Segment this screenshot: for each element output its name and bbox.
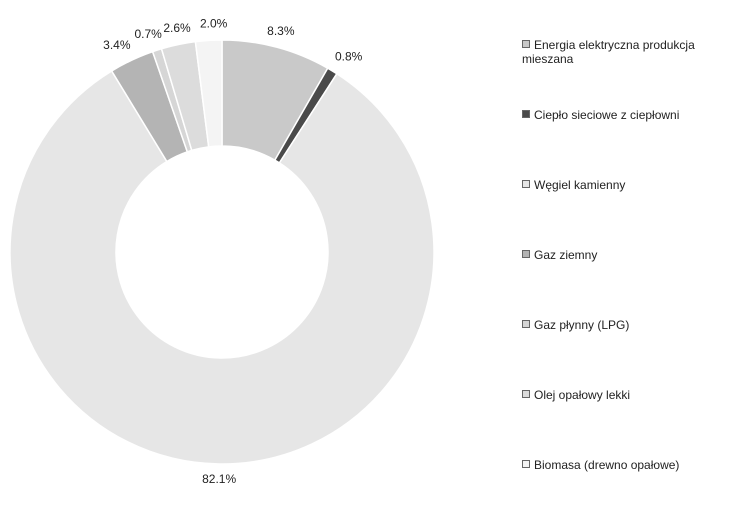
donut-slice xyxy=(9,69,435,465)
legend-label: Olej opałowy lekki xyxy=(534,388,631,402)
legend-swatch xyxy=(522,320,530,328)
legend-swatch xyxy=(522,110,530,118)
data-label: 0.7% xyxy=(134,27,162,41)
legend-swatch xyxy=(522,460,530,468)
legend-swatch xyxy=(522,40,530,48)
donut-slice xyxy=(194,39,223,148)
legend-label: Węgiel kamienny xyxy=(534,178,626,192)
legend-swatch xyxy=(522,250,530,258)
data-label: 0.8% xyxy=(335,49,363,63)
legend-item: Gaz płynny (LPG) xyxy=(522,318,737,332)
legend-item: Biomasa (drewno opałowe) xyxy=(522,458,737,472)
legend-item: Węgiel kamienny xyxy=(522,178,737,192)
data-label: 82.1% xyxy=(202,472,236,486)
legend-item: Energia elektryczna produkcja mieszana xyxy=(522,38,737,66)
legend-swatch xyxy=(522,390,530,398)
legend-label: Energia elektryczna produkcja mieszana xyxy=(522,38,695,66)
legend-swatch xyxy=(522,180,530,188)
legend-item: Olej opałowy lekki xyxy=(522,388,737,402)
data-label: 2.6% xyxy=(163,21,191,35)
legend-label: Ciepło sieciowe z ciepłowni xyxy=(534,108,680,122)
legend-item: Ciepło sieciowe z ciepłowni xyxy=(522,108,737,122)
legend-label: Gaz płynny (LPG) xyxy=(534,318,630,332)
data-label: 2.0% xyxy=(200,17,228,31)
data-label: 3.4% xyxy=(103,38,131,52)
legend-item: Gaz ziemny xyxy=(522,248,737,262)
data-label: 8.3% xyxy=(267,24,295,38)
legend-label: Biomasa (drewno opałowe) xyxy=(534,458,680,472)
legend-label: Gaz ziemny xyxy=(534,248,598,262)
